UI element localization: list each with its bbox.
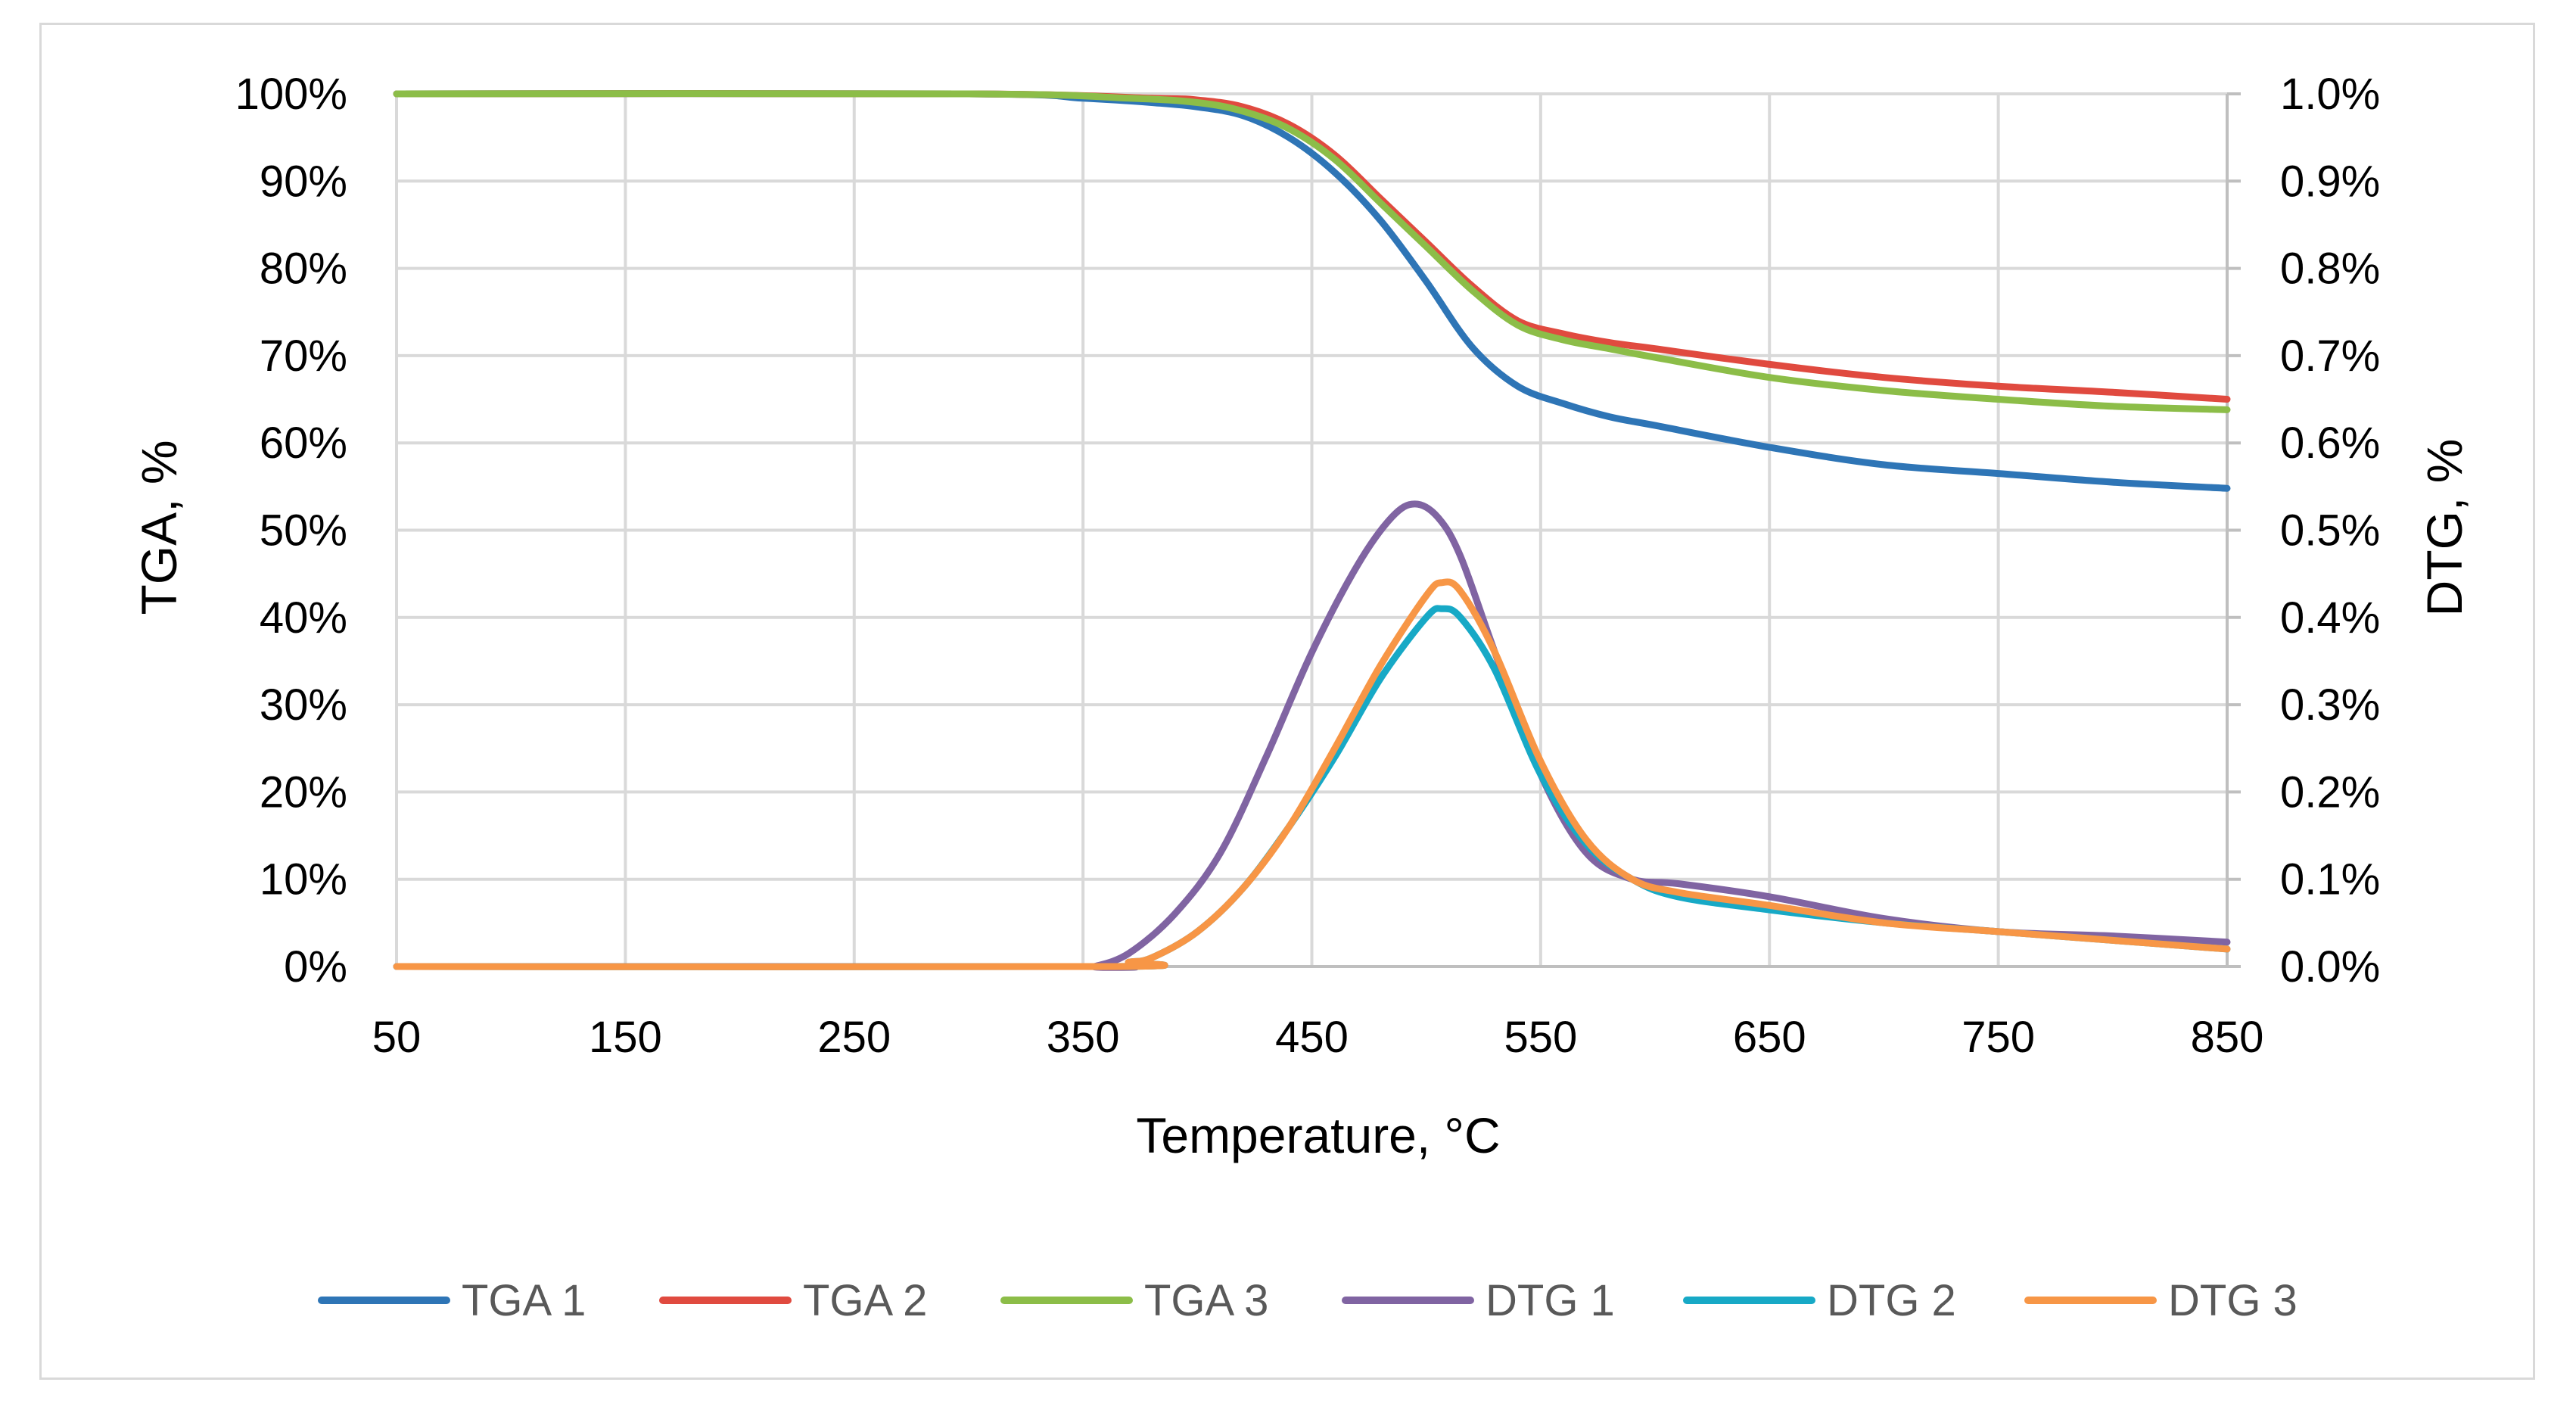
y2-tick-label: 0.6% xyxy=(2280,419,2380,468)
y-tick-label: 90% xyxy=(260,157,347,206)
x-tick-label: 750 xyxy=(1962,1013,2035,1062)
legend: TGA 1 TGA 2 TGA 3 DTG 1 DTG 2 DTG 3 xyxy=(318,1276,2298,1325)
x-tick-label: 850 xyxy=(2191,1013,2264,1062)
y-tick-label: 60% xyxy=(260,419,347,468)
series-lines xyxy=(393,90,2231,971)
legend-label-tga-2: TGA 2 xyxy=(803,1276,927,1325)
x-tick-label: 450 xyxy=(1275,1013,1349,1062)
legend-label-dtg-2: DTG 2 xyxy=(1827,1276,1956,1325)
y2-axis-title: DTG, % xyxy=(2416,439,2472,617)
y-tick-label: 70% xyxy=(260,332,347,381)
x-tick-label: 250 xyxy=(817,1013,891,1062)
x-axis-title: Temperature, °C xyxy=(1136,1107,1500,1163)
series-line-tga-3 xyxy=(393,90,2231,413)
y-tick-label: 50% xyxy=(260,506,347,556)
y2-tick-label: 0.2% xyxy=(2280,767,2380,817)
y-tick-label: 20% xyxy=(260,767,347,817)
legend-label-dtg-1: DTG 1 xyxy=(1486,1276,1615,1325)
y2-tick-label: 0.3% xyxy=(2280,680,2380,730)
y2-tick-label: 0.8% xyxy=(2280,244,2380,294)
y-tick-label: 40% xyxy=(260,593,347,643)
legend-label-tga-1: TGA 1 xyxy=(462,1276,586,1325)
tick-labels: 0% 10% 20% 30% 40% 50% 60% 70% 80% 90% 100% 0.0% 0.1… xyxy=(235,70,2381,1062)
y2-tick-label: 0.9% xyxy=(2280,157,2380,206)
y-tick-label: 30% xyxy=(260,680,347,730)
y2-tick-label: 0.7% xyxy=(2280,332,2380,381)
y2-tick-label: 0.0% xyxy=(2280,942,2380,992)
x-tick-label: 50 xyxy=(372,1013,422,1062)
x-tick-label: 550 xyxy=(1504,1013,1577,1062)
series-line-dtg-3 xyxy=(393,578,2231,970)
y2-tick-label: 0.1% xyxy=(2280,855,2380,904)
y2-tick-label: 0.5% xyxy=(2280,506,2380,556)
x-tick-label: 150 xyxy=(589,1013,662,1062)
x-tick-label: 650 xyxy=(1733,1013,1806,1062)
y-axis-title: TGA, % xyxy=(131,440,187,615)
y-tick-label: 0% xyxy=(284,942,347,992)
x-tick-label: 350 xyxy=(1047,1013,1120,1062)
y-tick-label: 80% xyxy=(260,244,347,294)
y-tick-label: 10% xyxy=(260,855,347,904)
y-tick-label: 100% xyxy=(235,70,347,119)
legend-label-dtg-3: DTG 3 xyxy=(2168,1276,2298,1325)
grid-lines xyxy=(395,92,2227,967)
legend-label-tga-3: TGA 3 xyxy=(1144,1276,1268,1325)
y2-tick-label: 1.0% xyxy=(2280,70,2380,119)
y2-tick-label: 0.4% xyxy=(2280,593,2380,643)
